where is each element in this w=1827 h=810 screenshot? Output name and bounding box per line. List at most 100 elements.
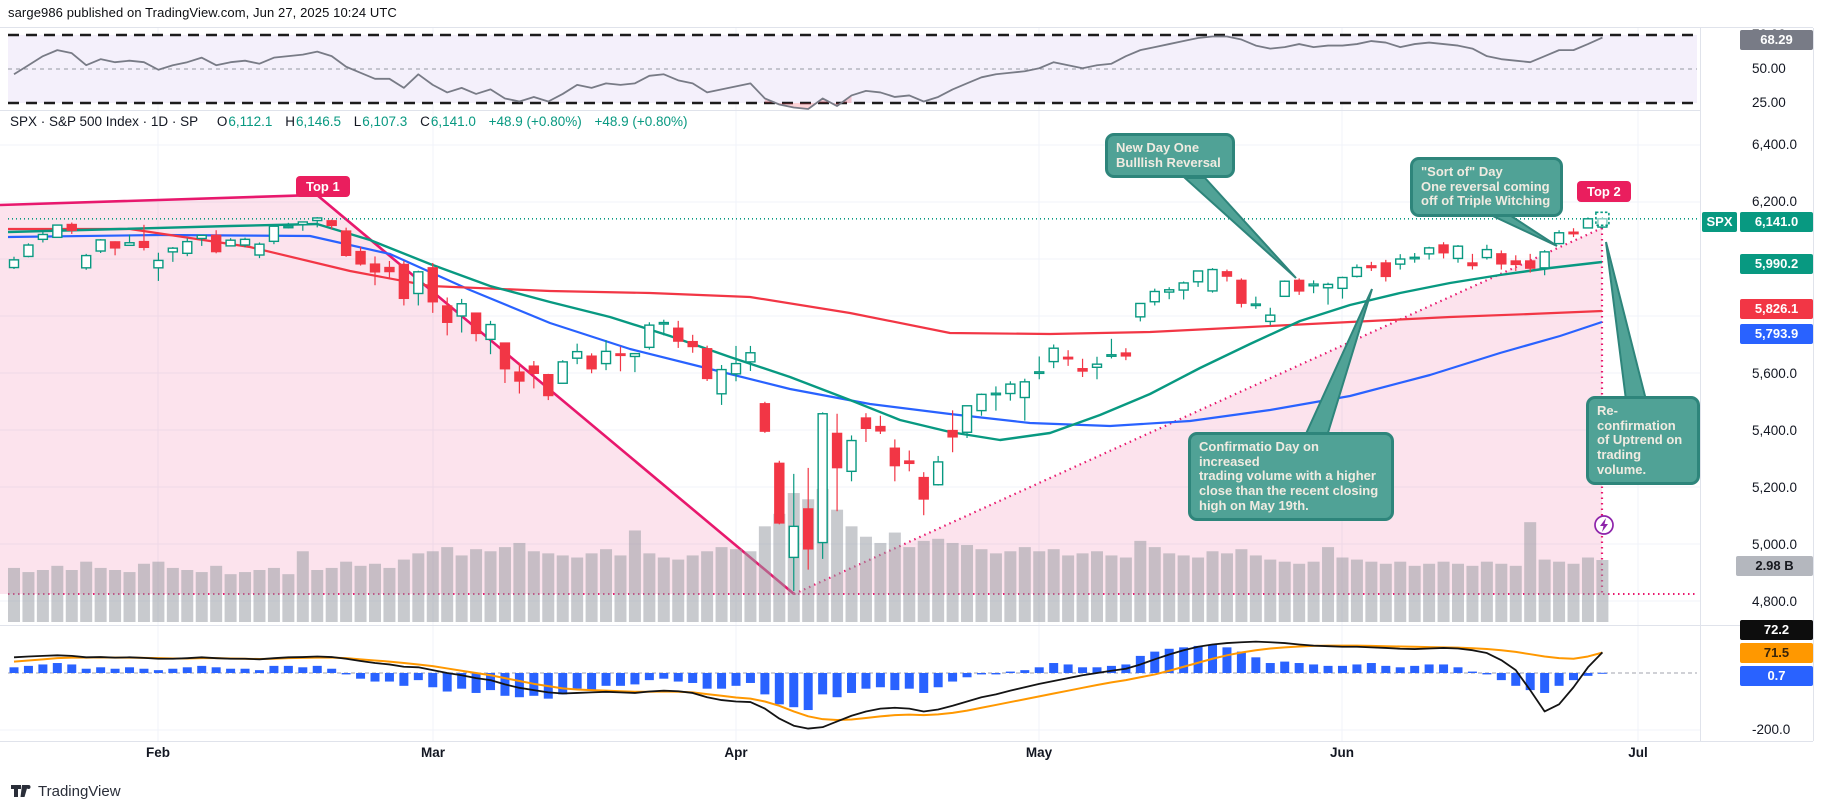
candle-body [1048,347,1059,363]
callout-reconfirmation[interactable]: Re-confirmation of Uptrend on trading vo… [1586,396,1700,486]
candle-body [1380,262,1392,278]
osc-histogram-bar [1092,667,1102,673]
osc-histogram-bar [587,673,597,691]
price-axis-label[interactable]: 5,000.0 [1752,537,1798,552]
symbol-legend[interactable]: SPX · S&P 500 Index · 1D · SP O6,112.1 H… [10,114,688,129]
volume-bar [1466,565,1479,622]
osc-histogram-bar [630,673,640,685]
volume-bar [686,555,699,622]
candle-body [1438,244,1449,254]
volume-bar [152,561,165,622]
volume-bar [961,545,974,622]
osc-histogram-bar [23,665,33,673]
osc-histogram-bar [457,673,467,689]
time-axis-month-apr[interactable]: Apr [724,745,748,760]
candle-body [427,267,438,303]
candle-body [239,238,251,246]
tradingview-logo[interactable]: TradingView [10,782,121,800]
top-marker-2[interactable]: Top 2 [1577,181,1631,202]
osc-histogram-bar [601,673,611,686]
price-axis-label[interactable]: 6,400.0 [1752,137,1798,152]
candle-body [1568,231,1579,235]
volume-bar [730,549,742,622]
volume-bar [643,553,656,622]
time-axis-month-feb[interactable]: Feb [145,745,170,760]
volume-bar [1394,561,1407,622]
price-axis-label[interactable]: 25.00 [1752,95,1786,110]
candle-body [1034,371,1045,375]
volume-bar [224,574,237,622]
price-axis-label[interactable]: 4,800.0 [1752,594,1798,609]
tradingview-logo-text: TradingView [38,782,121,800]
candle-body [889,447,901,467]
osc-histogram-bar [1352,664,1362,673]
volume-bar [137,563,150,622]
price-axis-label[interactable]: 6,200.0 [1752,194,1798,209]
volume-bar [831,509,844,622]
callout-sort-of-day[interactable]: "Sort of" Day One reversal coming off of… [1410,157,1563,218]
callout-new-day-one[interactable]: New Day One Bulllish Reversal [1105,133,1235,179]
price-axis-label[interactable]: -200.0 [1752,722,1791,737]
candle-body [485,323,496,341]
osc-histogram-bar [890,673,900,691]
ohlc-high-label: H [285,114,295,129]
candle-body [514,371,525,382]
volume-bar [903,547,916,622]
time-axis-month-jul[interactable]: Jul [1628,745,1648,760]
osc-histogram-bar [96,667,106,673]
candle-body [355,250,366,265]
volume-bar [614,555,627,622]
last-bar-marker [1595,211,1610,227]
osc-histogram-bar [789,673,799,708]
osc-histogram-bar [1511,673,1521,686]
candle-body [138,240,150,249]
candle-body [283,225,294,229]
change-absolute: +48.9 (+0.80%) [488,114,582,129]
osc-histogram-bar [731,673,741,686]
candle-body [846,439,857,473]
ohlc-low-label: L [353,114,362,129]
time-axis-month-may[interactable]: May [1025,745,1053,760]
candle-body [153,259,164,269]
osc-histogram-bar [1540,673,1550,693]
time-axis-month-mar[interactable]: Mar [420,745,445,760]
time-axis-month-jun[interactable]: Jun [1329,745,1354,760]
volume-bar [1062,555,1075,622]
price-axis-label[interactable]: 5,200.0 [1752,480,1798,495]
volume-bar [1423,563,1436,622]
callout-confirmation-day[interactable]: Confirmatio Day on increased trading vol… [1188,432,1394,522]
volume-bar [701,551,714,622]
price-axis-label[interactable]: 5,400.0 [1752,423,1798,438]
osc-histogram-bar [1020,670,1030,673]
volume-bar [917,540,930,622]
osc-histogram-bar [1482,673,1492,675]
osc-histogram-bar [1496,673,1506,681]
top-marker-1[interactable]: Top 1 [296,176,350,197]
callout-pointer [1605,241,1648,401]
volume-bar [253,570,266,622]
osc-histogram-bar [803,673,813,711]
volume-bar [571,557,584,622]
volume-bar [397,559,410,622]
osc-histogram-bar [125,667,135,673]
volume-bar [166,567,179,622]
candle-body [1005,383,1016,395]
volume-bar [1033,551,1046,622]
price-axis-label[interactable]: 5,600.0 [1752,366,1798,381]
osc-histogram-bar [1424,664,1434,673]
candle-body [788,525,799,559]
osc-histogram-bar [1222,647,1232,673]
candle-body [326,220,337,227]
ohlc-close-value: 6,141.0 [430,114,476,129]
osc-histogram-bar [962,673,972,678]
osc-histogram-bar [1164,648,1174,673]
volume-bar [1408,565,1421,622]
volume-bar [1249,555,1262,622]
osc-histogram-bar [1525,673,1535,691]
candle-body [1062,356,1074,360]
volume-bar [556,555,569,622]
price-axis-label[interactable]: 50.00 [1752,61,1786,76]
candle-body [1452,245,1464,260]
osc-histogram-bar [745,673,755,683]
